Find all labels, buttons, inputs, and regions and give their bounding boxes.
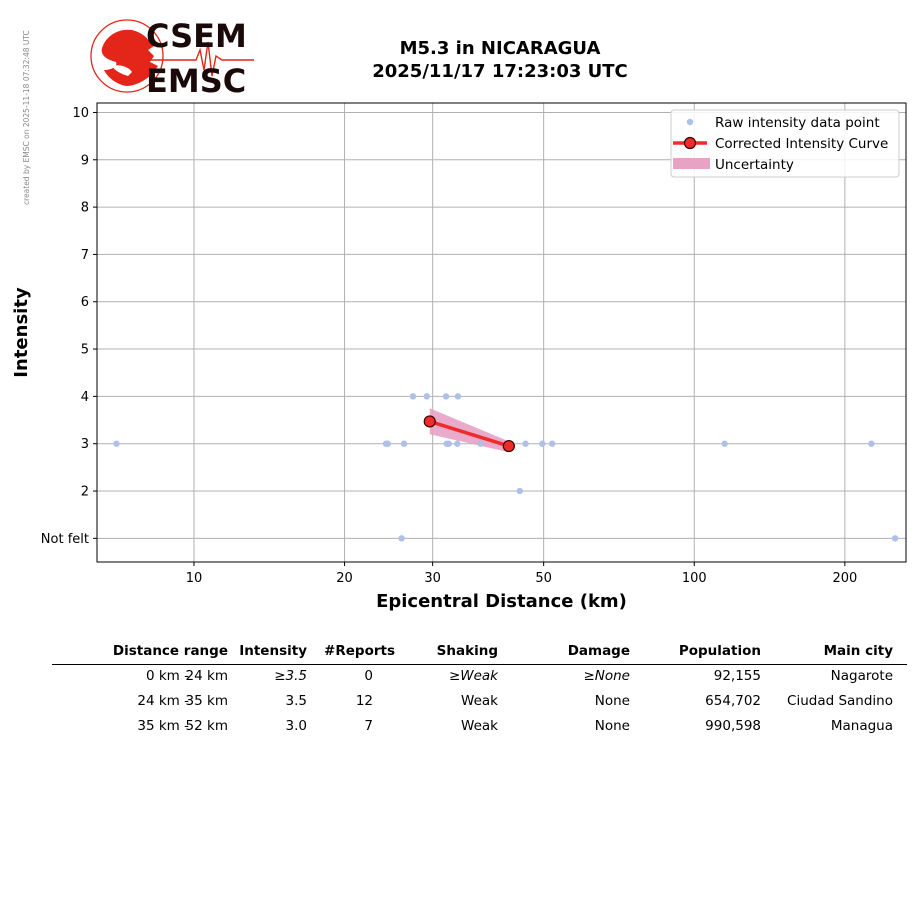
uncertainty-band (429, 408, 509, 453)
y-tick-label: 2 (81, 485, 89, 500)
cell-population: 92,155 (713, 668, 761, 684)
y-tick-label: 10 (72, 106, 89, 121)
cell-city: Managua (830, 718, 893, 734)
cell-city: Nagarote (830, 668, 893, 684)
raw-points-layer (113, 393, 899, 542)
x-tick-label: 10 (186, 571, 203, 586)
x-axis-label: Epicentral Distance (km) (376, 591, 627, 612)
legend: Raw intensity data point Corrected Intens… (670, 109, 900, 178)
csem-emsc-logo: CSEM EMSC (88, 16, 258, 100)
logo-text-emsc: EMSC (146, 62, 246, 96)
x-tick-label: 30 (424, 571, 441, 586)
y-tick-label: 7 (81, 248, 89, 263)
raw-data-point (522, 440, 529, 447)
intensity-table: Distance range Intensity #Reports Shakin… (52, 640, 907, 740)
cell-shaking: Weak (461, 718, 498, 734)
uncertainty-band-layer (429, 408, 509, 453)
cell-intensity: 3.5 (285, 693, 307, 709)
header-intensity: Intensity (239, 643, 307, 659)
cell-from: 24 km - (137, 693, 189, 709)
cell-population: 654,702 (705, 693, 761, 709)
cell-shaking: ≥Weak (448, 668, 498, 684)
curve-layer (423, 415, 515, 453)
y-axis-label: Intensity (11, 287, 32, 378)
raw-data-point (384, 440, 391, 447)
corrected-curve-point (502, 439, 515, 453)
header-population: Population (678, 643, 761, 659)
legend-label: Uncertainty (715, 157, 794, 173)
header-shaking: Shaking (436, 643, 498, 659)
raw-data-point (516, 487, 523, 495)
x-tick-label: 20 (336, 571, 353, 586)
cell-reports: 12 (355, 693, 373, 709)
plot-frame (96, 102, 907, 563)
cell-from: 0 km - (145, 668, 189, 684)
y-tick-label: Not felt (41, 532, 89, 547)
legend-raw-marker (686, 118, 694, 126)
y-tick-label: 6 (81, 295, 89, 310)
cell-from: 35 km - (137, 718, 189, 734)
y-tick-label: 9 (81, 153, 89, 168)
table-row: 24 km -35 km 3.5 12 Weak None 654,702 Ciudad S… (52, 690, 907, 715)
table-header-row: Distance range Intensity #Reports Shakin… (52, 640, 907, 665)
cell-shaking: Weak (461, 693, 498, 709)
legend-label: Corrected Intensity Curve (715, 136, 888, 152)
y-tick-label: 5 (81, 343, 89, 358)
cell-city: Ciudad Sandino (787, 693, 893, 709)
raw-data-point (539, 440, 546, 447)
axis-ticks: 10 20 30 50 100 200 Not felt 2 3 4 5 6 7 8 9 10 (41, 106, 857, 586)
y-tick-label: 8 (81, 201, 89, 216)
legend-box (670, 109, 900, 178)
legend-curve-marker (683, 136, 697, 150)
raw-data-point (445, 440, 452, 447)
cell-to: 52 km (185, 718, 228, 734)
header-main-city: Main city (823, 643, 893, 659)
chart-title-datetime: 2025/11/17 17:23:03 UTC (372, 61, 628, 82)
cell-intensity: ≥3.5 (274, 668, 307, 684)
raw-data-point (423, 393, 430, 400)
raw-data-point (721, 440, 728, 447)
y-tick-label: 3 (81, 437, 89, 452)
raw-data-point (454, 393, 462, 400)
legend-label: Raw intensity data point (715, 115, 880, 131)
table-row: 0 km -24 km ≥3.5 0 ≥Weak ≥None 92,155 Nagarote (52, 665, 907, 690)
cell-to: 24 km (185, 668, 228, 684)
cell-intensity: 3.0 (285, 718, 307, 734)
raw-data-point (442, 393, 450, 400)
header-distance-range: Distance range (112, 643, 228, 659)
chart-title-event: M5.3 in NICARAGUA (399, 38, 601, 59)
header-reports: #Reports (324, 643, 395, 659)
x-tick-label: 100 (682, 571, 707, 586)
raw-data-point (398, 535, 405, 542)
header-damage: Damage (567, 643, 630, 659)
cell-reports: 0 (364, 668, 373, 684)
cell-damage: None (594, 718, 630, 734)
cell-reports: 7 (364, 718, 373, 734)
raw-data-point (891, 535, 899, 542)
table-row: 35 km -52 km 3.0 7 Weak None 990,598 Managua (52, 715, 907, 740)
raw-data-point (548, 440, 556, 447)
cell-damage: None (594, 693, 630, 709)
corrected-curve-line (429, 419, 510, 448)
raw-data-point (409, 393, 417, 400)
cell-to: 35 km (185, 693, 228, 709)
raw-data-point (113, 440, 120, 447)
logo-text-csem: CSEM (146, 17, 247, 55)
cell-population: 990,598 (705, 718, 761, 734)
x-tick-label: 50 (535, 571, 552, 586)
intensity-distance-chart: 10 20 30 50 100 200 Not felt 2 3 4 5 6 7 8 9 10 Epicent… (11, 102, 907, 612)
legend-uncertainty-swatch (673, 158, 710, 169)
x-tick-label: 200 (832, 571, 857, 586)
cell-damage: ≥None (583, 668, 630, 684)
raw-data-point (868, 440, 875, 447)
table-body: 0 km -24 km ≥3.5 0 ≥Weak ≥None 92,155 Nagarote… (52, 665, 907, 740)
raw-data-point (454, 440, 461, 447)
y-tick-label: 4 (81, 390, 89, 405)
raw-data-point (477, 440, 484, 447)
raw-data-point (400, 440, 408, 447)
corrected-curve-point (423, 415, 436, 428)
